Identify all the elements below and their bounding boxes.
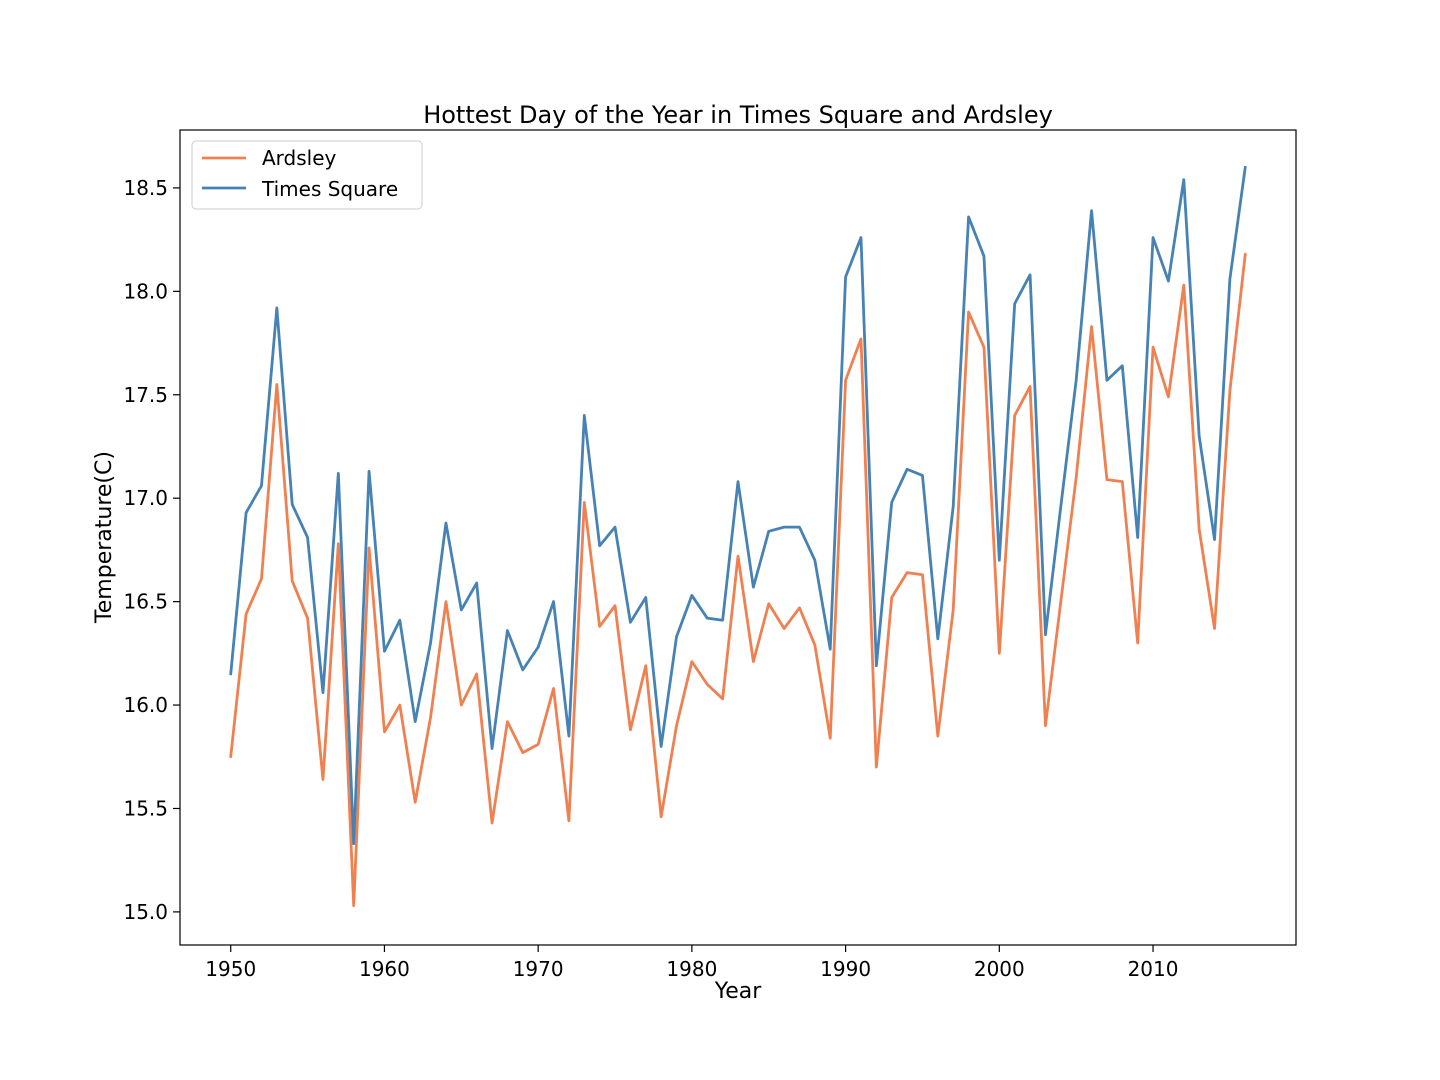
legend-label-ardsley: Ardsley [262, 146, 337, 170]
y-tick-label: 15.5 [123, 796, 168, 820]
y-tick-label: 16.5 [123, 590, 168, 614]
y-tick-label: 17.0 [123, 486, 168, 510]
y-tick-label: 18.0 [123, 279, 168, 303]
x-tick-label: 2010 [1128, 957, 1179, 981]
x-axis: 1950 1960 1970 1980 1990 2000 2010 [205, 945, 1178, 981]
chart-title: Hottest Day of the Year in Times Square … [423, 101, 1053, 129]
x-tick-label: 1970 [513, 957, 564, 981]
y-tick-label: 17.5 [123, 383, 168, 407]
legend: Ardsley Times Square [191, 140, 423, 210]
legend-label-times-square: Times Square [261, 177, 398, 201]
y-tick-label: 15.0 [123, 900, 168, 924]
y-tick-label: 16.0 [123, 693, 168, 717]
x-tick-label: 1950 [205, 957, 256, 981]
x-tick-label: 2000 [974, 957, 1025, 981]
series-layer [229, 165, 1247, 908]
y-tick-label: 18.5 [123, 176, 168, 200]
series-line-ardsley [229, 252, 1247, 908]
x-axis-label: Year [714, 979, 763, 1004]
series-line-times-square [229, 165, 1247, 846]
x-tick-label: 1960 [359, 957, 410, 981]
plot-frame [179, 129, 1297, 946]
x-tick-label: 1980 [666, 957, 717, 981]
x-tick-label: 1990 [820, 957, 871, 981]
y-axis: 15.0 15.5 16.0 16.5 17.0 17.5 18.0 18.5 [123, 176, 180, 924]
legend-box [191, 140, 423, 210]
y-axis-label: Temperature(C) [92, 451, 117, 624]
